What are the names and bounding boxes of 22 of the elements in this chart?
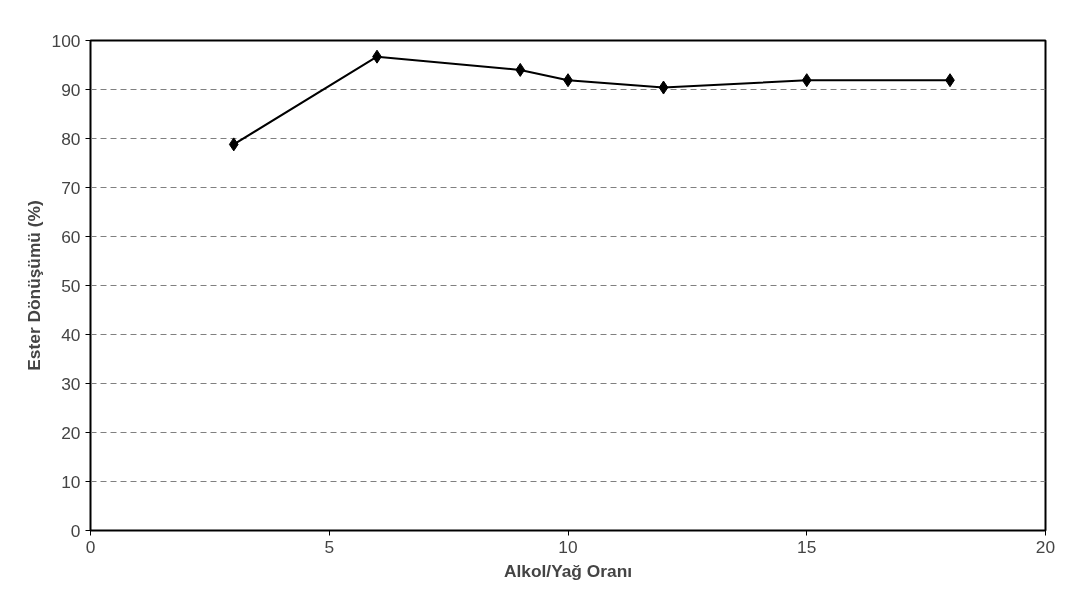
y-tick-label: 40 xyxy=(61,324,81,345)
y-tick-label: 20 xyxy=(61,422,81,443)
point xyxy=(658,80,669,95)
y-axis-title: Ester Dönüşümü (%) xyxy=(23,200,44,371)
point xyxy=(515,62,526,77)
y-tick-label: 50 xyxy=(61,275,81,296)
y-tick-label: 80 xyxy=(61,128,81,149)
point xyxy=(228,137,239,152)
x-tick-label: 0 xyxy=(85,536,96,557)
y-tick-label: 60 xyxy=(61,226,81,247)
y-tick-label: 30 xyxy=(61,373,81,394)
y-tick-label: 90 xyxy=(61,79,81,100)
x-tick-label: 15 xyxy=(797,536,817,557)
y-tick-label: 0 xyxy=(70,520,81,541)
x-tick-label: 10 xyxy=(558,536,578,557)
x-axis-title: Alkol/Yağ Oranı xyxy=(503,560,633,581)
y-tick-label: 10 xyxy=(61,471,81,492)
y-tick-label: 100 xyxy=(51,30,81,51)
point xyxy=(801,73,812,88)
x-tick-label: 5 xyxy=(324,536,335,557)
y-tick-label: 70 xyxy=(61,177,81,198)
x-tick-label: 20 xyxy=(1035,536,1056,557)
